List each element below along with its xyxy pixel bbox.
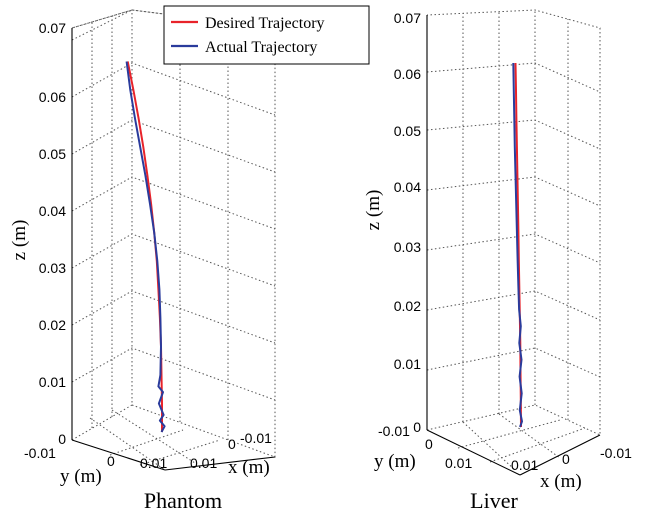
liver-panel: 0 0.01 0.02 0.03 0.04 0.05 0.06 0.07 z (… (363, 9, 632, 513)
liver-y-tick: 0 (425, 436, 433, 452)
legend-box (163, 5, 370, 65)
liver-panel-title: Liver (470, 488, 518, 513)
liver-x-tick: 0.01 (511, 457, 538, 473)
phantom-z-tick: 0.02 (39, 317, 66, 333)
liver-y-tick: -0.01 (378, 423, 410, 439)
liver-z-tick: 0.05 (394, 123, 421, 139)
phantom-desired-trajectory-line (126, 61, 163, 432)
phantom-z-tick: 0 (58, 431, 66, 447)
liver-z-ticks: 0 0.01 0.02 0.03 0.04 0.05 0.06 0.07 (394, 10, 421, 435)
liver-actual-trajectory-line (512, 62, 523, 428)
phantom-y-tick: 0.01 (140, 455, 167, 471)
phantom-x-tick: -0.01 (240, 430, 272, 446)
phantom-z-axis-label: z (m) (9, 220, 30, 261)
liver-z-tick: 0.04 (394, 179, 421, 195)
phantom-z-tick: 0.07 (39, 20, 66, 36)
liver-z-tick: 0 (413, 419, 421, 435)
liver-y-ticks: -0.01 0 0.01 (378, 423, 472, 471)
liver-z-axis-label: z (m) (363, 190, 384, 231)
phantom-axes-frame (71, 28, 276, 471)
phantom-panel-title: Phantom (144, 488, 222, 513)
legend-label-desired: Desired Trajectory (205, 15, 325, 32)
liver-x-tick: -0.01 (600, 445, 632, 461)
phantom-y-tick: 0 (107, 453, 115, 469)
liver-y-tick: 0.01 (445, 455, 472, 471)
phantom-z-ticks: 0 0.01 0.02 0.03 0.04 0.05 0.06 0.07 (39, 20, 66, 447)
phantom-x-tick: 0 (228, 436, 236, 452)
phantom-x-ticks: 0.01 0 -0.01 (190, 430, 272, 471)
liver-trajectories (512, 62, 523, 428)
liver-grid (426, 9, 601, 471)
phantom-y-axis-label: y (m) (60, 466, 102, 487)
phantom-z-tick: 0.06 (39, 89, 66, 105)
liver-z-tick: 0.06 (394, 66, 421, 82)
liver-z-tick: 0.07 (394, 10, 421, 26)
phantom-z-tick: 0.05 (39, 146, 66, 162)
legend-label-actual: Actual Trajectory (205, 39, 317, 56)
legend: Desired Trajectory Actual Trajectory (163, 5, 370, 65)
phantom-z-tick: 0.04 (39, 203, 66, 219)
phantom-x-axis-label: x (m) (228, 457, 270, 478)
liver-z-tick: 0.03 (394, 239, 421, 255)
phantom-x-tick: 0.01 (190, 455, 217, 471)
phantom-z-tick: 0.03 (39, 260, 66, 276)
liver-y-axis-label: y (m) (374, 451, 416, 472)
phantom-y-ticks: -0.01 0 0.01 (24, 445, 167, 471)
phantom-panel: 0 0.01 0.02 0.03 0.04 0.05 0.06 0.07 z (… (9, 9, 276, 513)
phantom-trajectories (125, 61, 166, 433)
liver-z-tick: 0.02 (394, 298, 421, 314)
phantom-grid (71, 9, 276, 471)
phantom-y-tick: -0.01 (24, 445, 56, 461)
liver-x-ticks: 0.01 0 -0.01 (511, 445, 632, 473)
liver-axes-frame (426, 15, 601, 476)
phantom-actual-trajectory-line (125, 61, 166, 433)
phantom-z-tick: 0.01 (39, 374, 66, 390)
liver-x-axis-label: x (m) (540, 471, 582, 492)
liver-x-tick: 0 (562, 451, 570, 467)
liver-z-tick: 0.01 (394, 356, 421, 372)
